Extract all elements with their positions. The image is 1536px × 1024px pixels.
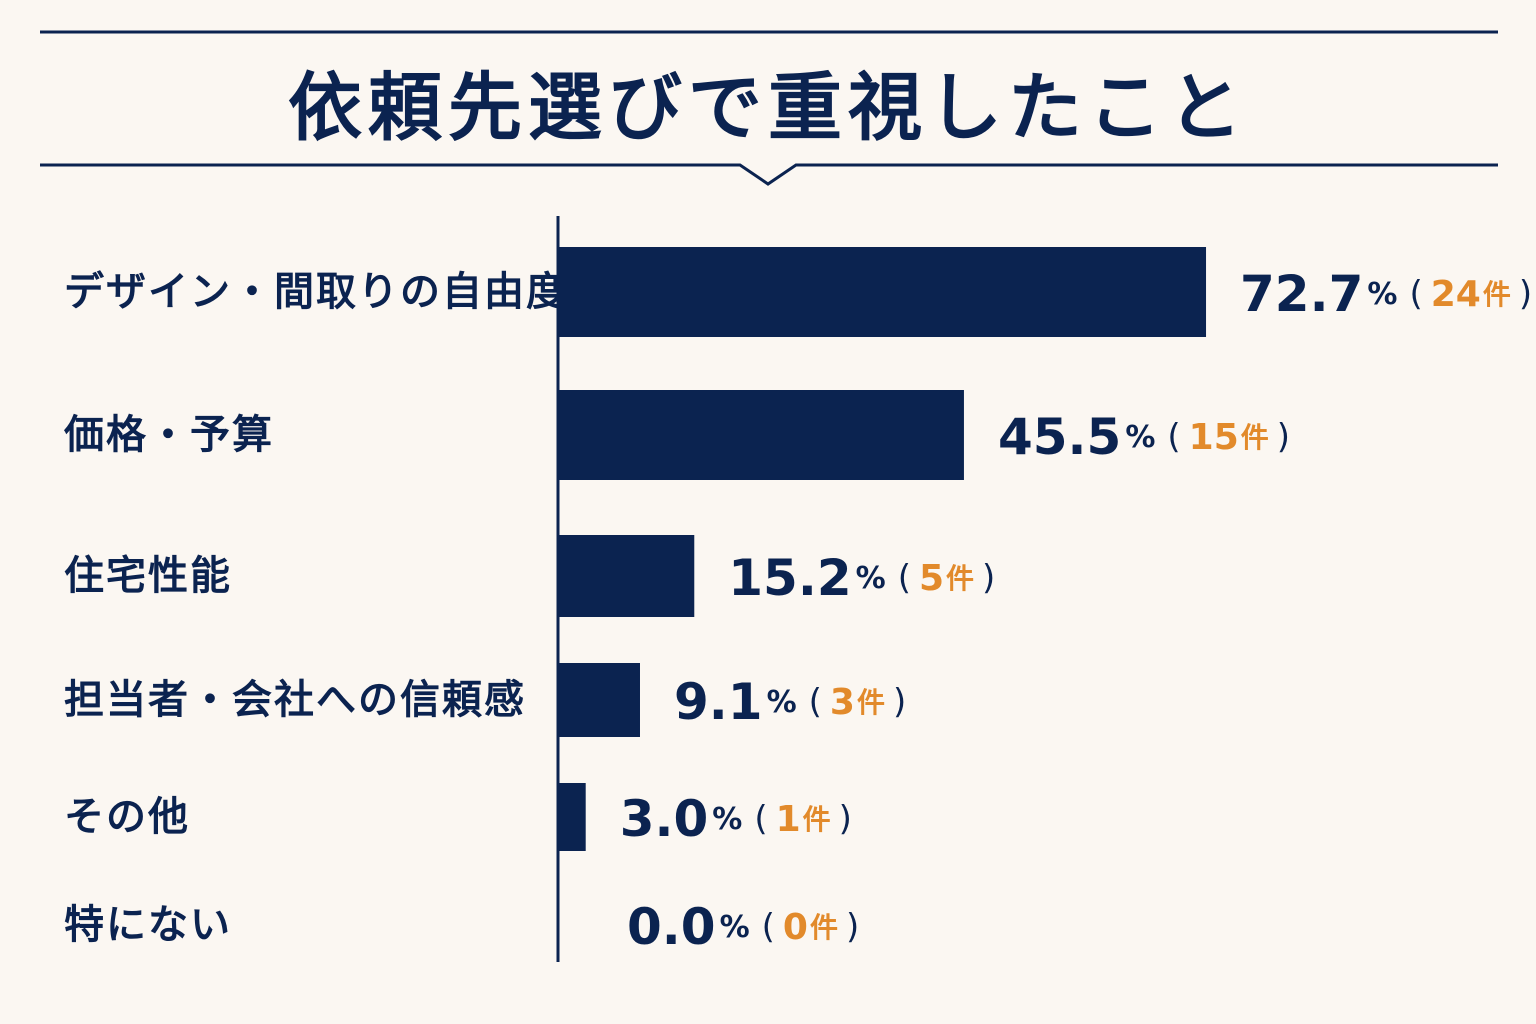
data-label-count: 1: [776, 799, 801, 840]
data-label-count-unit: 件: [1241, 421, 1269, 454]
data-label-unit: %: [720, 910, 750, 945]
data-label-count: 24: [1431, 274, 1481, 315]
data-label-count: 0: [783, 907, 808, 948]
bar: [559, 783, 586, 851]
data-label-open-paren: (: [1409, 274, 1422, 314]
data-label: 72.7% (24件): [1240, 265, 1532, 323]
data-label-value: 72.7: [1240, 265, 1363, 323]
bar: [559, 390, 964, 480]
category-label: デザイン・間取りの自由度: [64, 269, 568, 315]
data-label: 3.0% (1件): [620, 790, 852, 848]
data-label-close-paren: ): [1519, 274, 1532, 314]
category-label: その他: [64, 794, 190, 840]
data-label: 0.0% (0件): [627, 898, 859, 956]
data-label-count: 15: [1189, 417, 1239, 458]
data-label-open-paren: (: [809, 682, 822, 722]
header-bottom-rule-with-notch: [40, 163, 1498, 186]
data-label-close-paren: ): [839, 799, 852, 839]
data-label-count: 5: [919, 558, 944, 599]
data-label-unit: %: [1125, 420, 1155, 455]
category-label: 価格・予算: [63, 412, 274, 458]
data-label-count-unit: 件: [803, 803, 831, 836]
category-label: 担当者・会社への信頼感: [64, 677, 526, 723]
data-label-open-paren: (: [762, 907, 775, 947]
bars-layer: デザイン・間取りの自由度 72.7%(24件)価格・予算 45.5%(15件)住宅性…: [63, 247, 1532, 956]
chart-title: 依頼先選びで重視したこと: [288, 65, 1248, 151]
data-label-count: 3: [830, 682, 855, 723]
bar: [559, 663, 640, 737]
data-label-close-paren: ): [1277, 417, 1290, 457]
category-label: 住宅性能: [64, 553, 232, 599]
data-label-value: 3.0: [620, 790, 709, 848]
data-label-close-paren: ): [893, 682, 906, 722]
data-label-open-paren: (: [1167, 417, 1180, 457]
data-label-count-unit: 件: [1483, 278, 1511, 311]
data-label-unit: %: [767, 685, 797, 720]
data-label: 15.2% (5件): [728, 549, 995, 607]
data-label-value: 0.0: [627, 898, 716, 956]
data-label-unit: %: [712, 802, 742, 837]
chart-header: 依頼先選びで重視したこと: [0, 0, 1536, 200]
data-label-close-paren: ): [846, 907, 859, 947]
data-label-unit: %: [856, 561, 886, 596]
data-label-count-unit: 件: [810, 911, 838, 944]
data-label-close-paren: ): [982, 558, 995, 598]
category-label: 特にない: [64, 902, 232, 948]
data-label: 45.5% (15件): [998, 408, 1290, 466]
data-label-unit: %: [1367, 277, 1397, 312]
header-rules: [40, 30, 1498, 186]
data-label-open-paren: (: [898, 558, 911, 598]
data-label-value: 15.2: [728, 549, 851, 607]
data-label-value: 45.5: [998, 408, 1121, 466]
data-label-open-paren: (: [754, 799, 767, 839]
data-label: 9.1% (3件): [674, 673, 906, 731]
data-label-value: 9.1: [674, 673, 763, 731]
data-label-count-unit: 件: [857, 686, 885, 719]
bar: [559, 535, 695, 617]
bar: [559, 247, 1207, 337]
data-label-count-unit: 件: [946, 562, 974, 595]
